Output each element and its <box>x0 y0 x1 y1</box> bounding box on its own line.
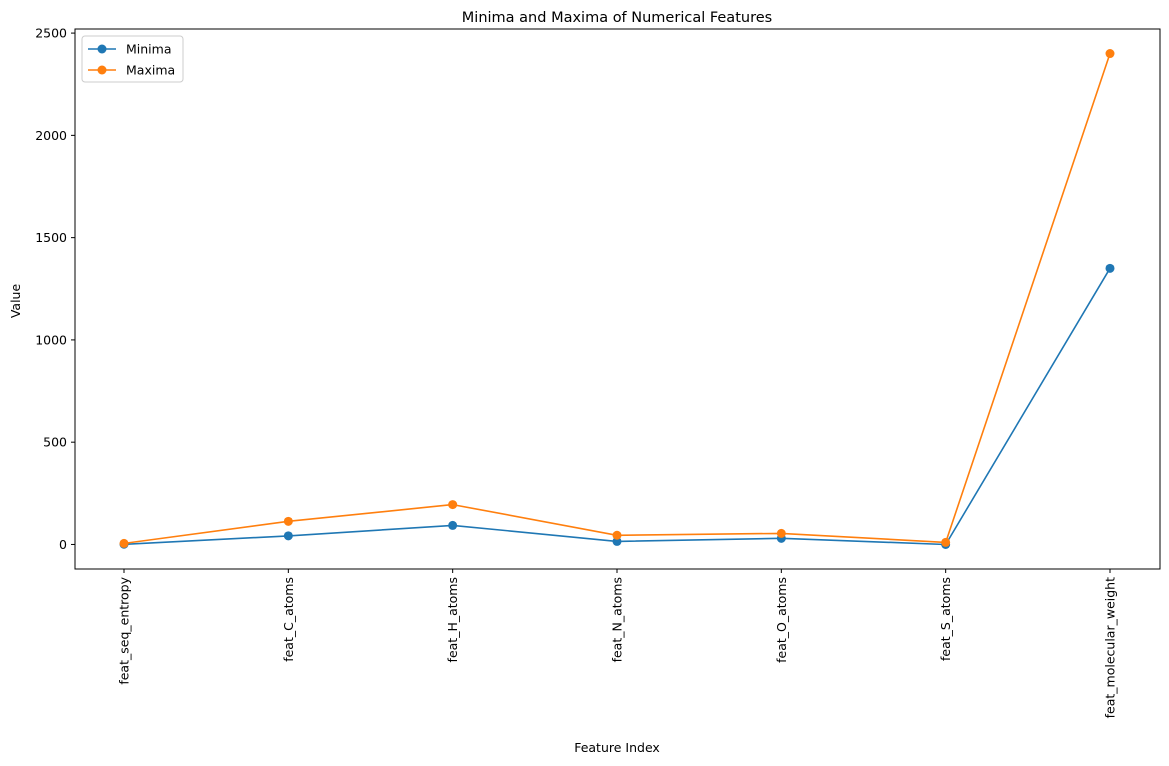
legend: Minima Maxima <box>81 35 184 83</box>
data-point-maxima <box>1105 49 1115 59</box>
y-tick-label: 1500 <box>35 230 67 245</box>
data-point-maxima <box>448 500 458 510</box>
data-point-maxima <box>612 530 622 540</box>
x-tick-label: feat_H_atoms <box>445 577 460 662</box>
x-tick-label: feat_molecular_weight <box>1103 577 1118 718</box>
legend-marker-maxima <box>97 65 107 75</box>
x-tick-label: feat_S_atoms <box>938 577 953 661</box>
series-line-minima <box>123 267 1111 546</box>
axes-frame <box>74 28 1161 570</box>
x-axis-label: Feature Index <box>574 740 660 755</box>
y-tick-label: 0 <box>59 537 67 552</box>
legend-label-maxima: Maxima <box>126 63 175 78</box>
x-tick-label: feat_C_atoms <box>281 577 296 662</box>
x-tick-label: feat_seq_entropy <box>117 576 132 684</box>
data-point-minima <box>1105 263 1115 273</box>
legend-label-minima: Minima <box>126 42 172 57</box>
y-axis-label: Value <box>8 284 23 319</box>
data-point-maxima <box>119 538 129 548</box>
data-point-maxima <box>776 528 786 538</box>
y-tick-label: 1000 <box>35 332 67 347</box>
y-tick-label: 2500 <box>35 26 67 41</box>
x-tick-label: feat_O_atoms <box>774 577 789 663</box>
data-point-maxima <box>941 537 951 547</box>
chart-title: Minima and Maxima of Numerical Features <box>462 10 772 26</box>
y-tick-label: 2000 <box>35 128 67 143</box>
x-tick-label: feat_N_atoms <box>610 577 625 662</box>
legend-marker-minima <box>97 44 107 54</box>
data-point-minima <box>283 531 293 541</box>
data-point-minima <box>448 520 458 530</box>
series-line-maxima <box>123 53 1111 545</box>
y-tick-label: 500 <box>43 435 67 450</box>
data-point-maxima <box>283 516 293 526</box>
plot-area: 0 500 1000 1500 2000 2500 feat_seq_entropy feat… <box>35 26 1161 718</box>
